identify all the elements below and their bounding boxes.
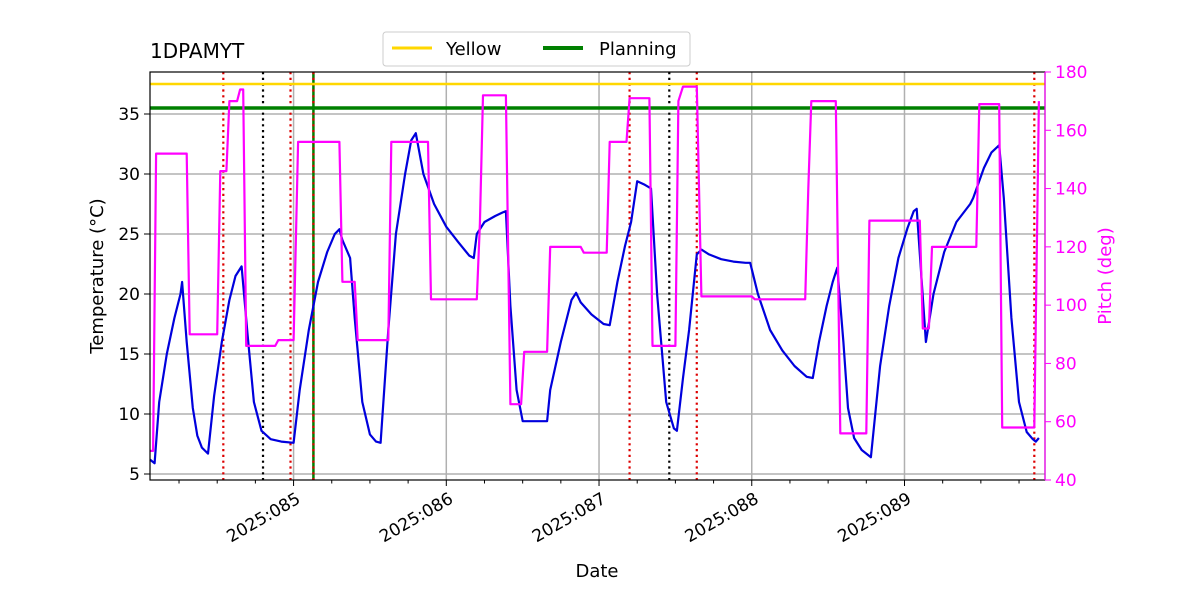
y2-tick-label: 160 bbox=[1055, 121, 1087, 141]
grid bbox=[150, 72, 1045, 480]
y2-tick-label: 100 bbox=[1055, 296, 1087, 316]
y2-tick-label: 120 bbox=[1055, 238, 1087, 258]
y-axis-label: Temperature (°C) bbox=[87, 198, 108, 354]
chart-title: 1DPAMYT bbox=[150, 39, 245, 63]
limit-lines bbox=[150, 82, 1045, 110]
y-tick-label: 30 bbox=[118, 165, 140, 185]
y-tick-label: 35 bbox=[118, 105, 140, 125]
temperature-series-line bbox=[149, 132, 1040, 465]
event-lines bbox=[222, 72, 1036, 480]
y2-axis-label: Pitch (deg) bbox=[1095, 227, 1116, 325]
legend: Yellow Planning bbox=[382, 31, 691, 67]
x-axis-label: Date bbox=[575, 561, 618, 582]
y2-tick-label: 180 bbox=[1055, 63, 1087, 83]
y2-tick-label: 60 bbox=[1055, 413, 1077, 433]
y2-tick-label: 40 bbox=[1055, 471, 1077, 491]
legend-label-planning: Planning bbox=[599, 39, 677, 60]
y-tick-label: 5 bbox=[129, 465, 140, 485]
y-tick-label: 10 bbox=[118, 405, 140, 425]
pitch-series-line bbox=[150, 85, 1040, 452]
data-series bbox=[149, 85, 1040, 465]
legend-label-yellow: Yellow bbox=[445, 39, 501, 60]
y-tick-label: 25 bbox=[118, 225, 140, 245]
y-tick-label: 15 bbox=[118, 345, 140, 365]
y2-tick-label: 140 bbox=[1055, 180, 1087, 200]
y-tick-label: 20 bbox=[118, 285, 140, 305]
y2-tick-label: 80 bbox=[1055, 354, 1077, 374]
legend-box bbox=[382, 31, 691, 67]
